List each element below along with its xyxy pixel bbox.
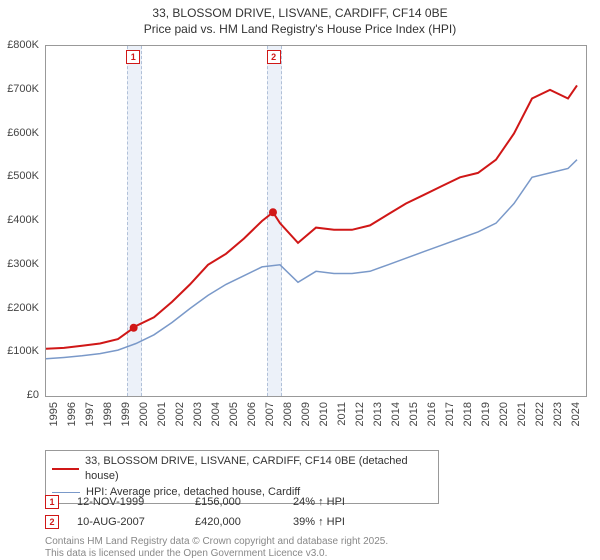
chart-container: 33, BLOSSOM DRIVE, LISVANE, CARDIFF, CF1… xyxy=(0,0,600,560)
event-bands xyxy=(46,46,586,396)
x-tick-label: 2007 xyxy=(264,402,276,426)
x-tick-label: 2017 xyxy=(444,402,456,426)
x-tick-label: 2015 xyxy=(408,402,420,426)
footer-line-2: This data is licensed under the Open Gov… xyxy=(45,548,388,560)
x-tick-label: 2000 xyxy=(138,402,150,426)
x-axis: 1995 1996 1997 1998 1999 2000 2001 2002 2003 2004… xyxy=(45,396,585,451)
y-tick-label: £300K xyxy=(7,258,39,270)
x-tick-label: 2014 xyxy=(390,402,402,426)
x-tick-label: 2010 xyxy=(318,402,330,426)
y-tick-label: £800K xyxy=(7,39,39,51)
x-tick-label: 2002 xyxy=(174,402,186,426)
sale-price: £420,000 xyxy=(195,516,275,528)
sale-date: 12-NOV-1999 xyxy=(77,496,177,508)
sale-hpi: 24% ↑ HPI xyxy=(293,496,383,508)
x-tick-label: 1995 xyxy=(48,402,60,426)
chart-title: 33, BLOSSOM DRIVE, LISVANE, CARDIFF, CF1… xyxy=(0,0,600,37)
x-tick-label: 1999 xyxy=(120,402,132,426)
x-tick-label: 2021 xyxy=(516,402,528,426)
sale-price: £156,000 xyxy=(195,496,275,508)
x-tick-label: 2008 xyxy=(282,402,294,426)
y-tick-label: £600K xyxy=(7,127,39,139)
legend-swatch xyxy=(52,468,79,470)
title-line-2: Price paid vs. HM Land Registry's House … xyxy=(0,22,600,38)
sale-date: 10-AUG-2007 xyxy=(77,516,177,528)
x-tick-label: 2023 xyxy=(552,402,564,426)
x-tick-label: 2019 xyxy=(480,402,492,426)
x-tick-label: 2009 xyxy=(300,402,312,426)
x-tick-label: 2005 xyxy=(228,402,240,426)
x-tick-label: 2024 xyxy=(570,402,582,426)
x-tick-label: 1997 xyxy=(84,402,96,426)
x-tick-label: 2016 xyxy=(426,402,438,426)
plot-area: 12 xyxy=(45,45,587,397)
x-tick-label: 2018 xyxy=(462,402,474,426)
x-tick-label: 2003 xyxy=(192,402,204,426)
x-tick-label: 1998 xyxy=(102,402,114,426)
band-marker: 1 xyxy=(126,50,140,64)
x-tick-label: 2011 xyxy=(336,402,348,426)
footer-line-1: Contains HM Land Registry data © Crown c… xyxy=(45,536,388,548)
x-tick-label: 2013 xyxy=(372,402,384,426)
x-tick-label: 1996 xyxy=(66,402,78,426)
sale-marker: 1 xyxy=(45,495,59,509)
sale-hpi: 39% ↑ HPI xyxy=(293,516,383,528)
y-tick-label: £400K xyxy=(7,214,39,226)
sale-row: 1 12-NOV-1999 £156,000 24% ↑ HPI xyxy=(45,492,585,512)
x-tick-label: 2012 xyxy=(354,402,366,426)
sale-marker: 2 xyxy=(45,515,59,529)
y-tick-label: £700K xyxy=(7,83,39,95)
y-tick-label: £200K xyxy=(7,302,39,314)
y-tick-label: £0 xyxy=(27,389,39,401)
legend-row: 33, BLOSSOM DRIVE, LISVANE, CARDIFF, CF1… xyxy=(52,454,432,485)
event-band xyxy=(127,46,142,396)
legend-label: 33, BLOSSOM DRIVE, LISVANE, CARDIFF, CF1… xyxy=(85,454,432,485)
y-axis: £0£100K£200K£300K£400K£500K£600K£700K£80… xyxy=(0,45,43,395)
x-tick-label: 2001 xyxy=(156,402,168,426)
title-line-1: 33, BLOSSOM DRIVE, LISVANE, CARDIFF, CF1… xyxy=(0,6,600,22)
event-band xyxy=(267,46,282,396)
band-marker: 2 xyxy=(267,50,281,64)
x-tick-label: 2022 xyxy=(534,402,546,426)
sales-table: 1 12-NOV-1999 £156,000 24% ↑ HPI 2 10-AUG-200… xyxy=(45,492,585,532)
y-tick-label: £100K xyxy=(7,345,39,357)
footer: Contains HM Land Registry data © Crown c… xyxy=(45,536,388,560)
sale-row: 2 10-AUG-2007 £420,000 39% ↑ HPI xyxy=(45,512,585,532)
x-tick-label: 2004 xyxy=(210,402,222,426)
x-tick-label: 2006 xyxy=(246,402,258,426)
y-tick-label: £500K xyxy=(7,170,39,182)
x-tick-label: 2020 xyxy=(498,402,510,426)
